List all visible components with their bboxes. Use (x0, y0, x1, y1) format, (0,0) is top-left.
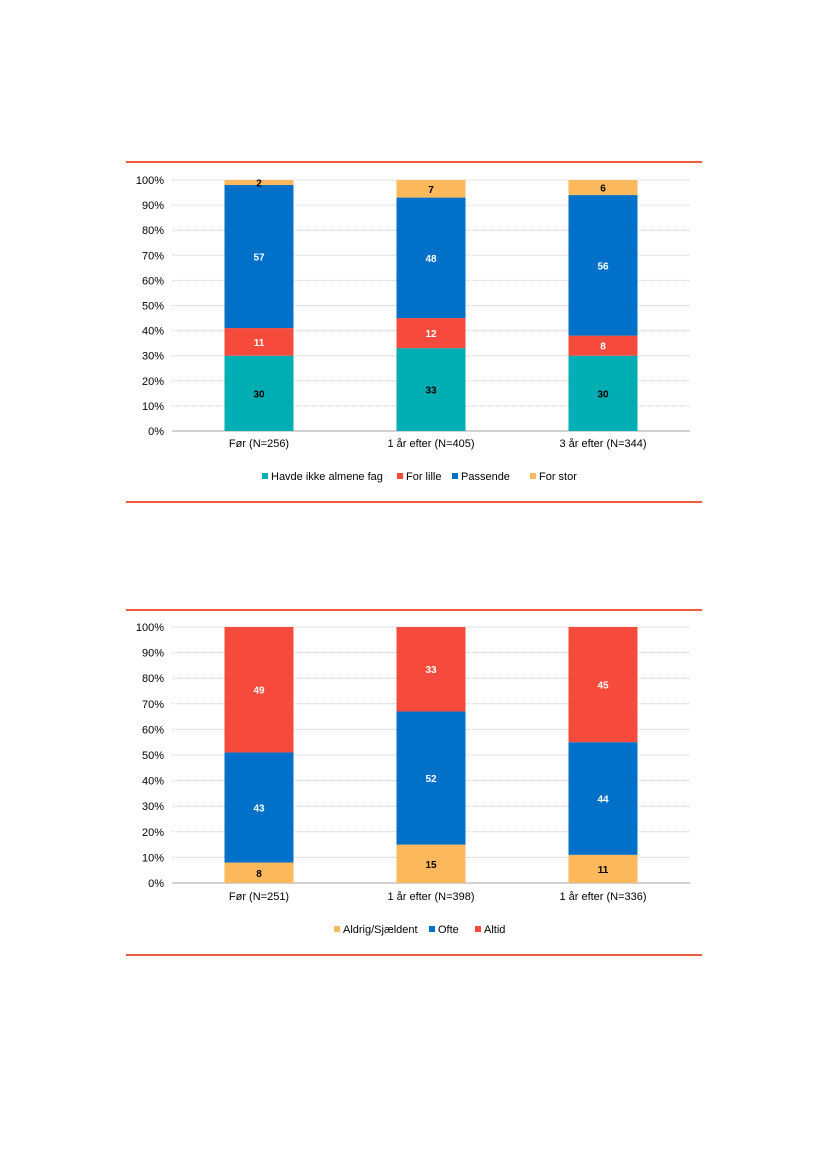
chart-2-stacked-bar: 0% 10% 20% 30% 40% 50% 60% 70% 80% 90% 100% 8 43 49 Fø… (136, 622, 690, 936)
category-label: 3 år efter (N=344) (559, 438, 646, 450)
data-label: 45 (597, 681, 609, 692)
bar-segment-passende (224, 185, 294, 329)
chart-1-stacked-bar: 0% 10% 20% 30% 40% 50% 60% 70% 80% 90% 100% 30 11 57 2… (136, 175, 690, 483)
y-tick-label: 20% (142, 376, 164, 388)
chart1-top-rule (126, 161, 702, 163)
data-label: 8 (600, 342, 606, 353)
data-label: 12 (425, 329, 437, 340)
data-label: 30 (597, 389, 609, 400)
category-label: 1 år efter (N=336) (559, 891, 646, 903)
legend-swatch (334, 926, 340, 932)
category-label: Før (N=251) (229, 891, 289, 903)
legend-swatch (429, 926, 435, 932)
bar-segment-aldrig-sj-ldent (224, 862, 294, 883)
bar-segment-havde-ikke-almene-fag (568, 355, 638, 431)
legend-label: Altid (484, 924, 505, 936)
y-tick-label: 80% (142, 225, 164, 237)
bar-segment-for-lille (224, 328, 294, 356)
y-tick-label: 20% (142, 827, 164, 839)
data-label: 56 (597, 261, 609, 272)
y-tick-label: 40% (142, 776, 164, 788)
y-tick-label: 70% (142, 699, 164, 711)
data-label: 30 (253, 389, 265, 400)
bar-segment-havde-ikke-almene-fag (224, 355, 294, 431)
chart2-bottom-rule (126, 954, 702, 956)
legend-label: Ofte (438, 924, 459, 936)
legend-label: Havde ikke almene fag (271, 471, 383, 483)
data-label: 7 (428, 185, 434, 196)
data-label: 11 (254, 338, 265, 349)
data-label: 48 (425, 254, 437, 265)
y-tick-label: 100% (136, 175, 164, 187)
y-tick-label: 60% (142, 275, 164, 287)
category-label: Før (N=256) (229, 438, 289, 450)
bar-segment-ofte (568, 742, 638, 855)
bar-segment-aldrig-sj-ldent (396, 844, 466, 883)
data-label: 15 (425, 860, 437, 871)
bar-segment-ofte (396, 711, 466, 845)
data-label: 6 (600, 184, 606, 195)
y-tick-label: 100% (136, 622, 164, 634)
data-label: 33 (425, 386, 437, 397)
y-tick-label: 90% (142, 200, 164, 212)
bar-segment-passende (568, 195, 638, 336)
data-label: 33 (425, 665, 437, 676)
data-label: 49 (253, 686, 265, 697)
legend-label: Passende (461, 471, 510, 483)
bar-segment-for-stor (396, 180, 466, 198)
y-tick-label: 0% (148, 426, 164, 438)
y-tick-label: 30% (142, 801, 164, 813)
legend-swatch (452, 473, 458, 479)
y-tick-label: 80% (142, 673, 164, 685)
legend-label: For stor (539, 471, 577, 483)
bar-segment-ofte (224, 752, 294, 863)
y-tick-label: 70% (142, 250, 164, 262)
bar-segment-altid (396, 627, 466, 712)
y-tick-label: 50% (142, 301, 164, 313)
category-label: 1 år efter (N=405) (387, 438, 474, 450)
y-tick-label: 0% (148, 878, 164, 890)
legend-label: Aldrig/Sjældent (343, 924, 418, 936)
y-tick-label: 30% (142, 351, 164, 363)
legend-swatch (530, 473, 536, 479)
y-tick-label: 90% (142, 648, 164, 660)
chart2-top-rule (126, 609, 702, 611)
legend-swatch (397, 473, 403, 479)
y-tick-label: 50% (142, 750, 164, 762)
data-label: 52 (425, 774, 437, 785)
y-tick-label: 10% (142, 401, 164, 413)
bar-segment-aldrig-sj-ldent (568, 854, 638, 883)
bar-segment-havde-ikke-almene-fag (396, 348, 466, 431)
chart1-bottom-rule (126, 501, 702, 503)
legend-label: For lille (406, 471, 441, 483)
data-label: 11 (598, 865, 609, 876)
data-label: 8 (256, 869, 262, 880)
bar-segment-for-lille (568, 335, 638, 356)
bar-segment-altid (224, 627, 294, 753)
bar-segment-for-stor (224, 180, 294, 186)
bar-segment-for-stor (568, 180, 638, 196)
y-tick-label: 10% (142, 852, 164, 864)
data-label: 57 (253, 253, 265, 264)
data-label: 43 (253, 803, 265, 814)
data-label: 44 (597, 795, 609, 806)
legend-swatch (262, 473, 268, 479)
bar-segment-for-lille (396, 318, 466, 349)
y-tick-label: 60% (142, 724, 164, 736)
bar-segment-altid (568, 627, 638, 743)
category-label: 1 år efter (N=398) (387, 891, 474, 903)
bar-segment-passende (396, 197, 466, 319)
y-tick-label: 40% (142, 326, 164, 338)
data-label: 2 (256, 179, 262, 190)
legend-swatch (475, 926, 481, 932)
